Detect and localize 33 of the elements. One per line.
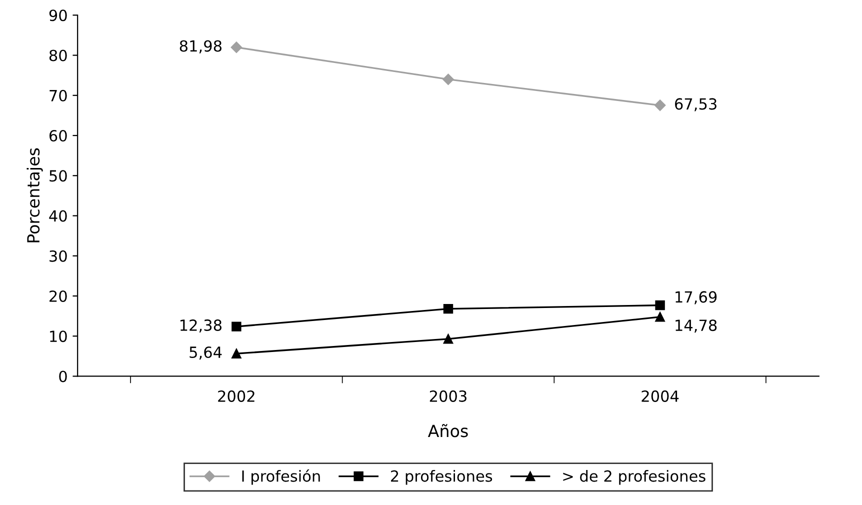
y-tick-label: 80 bbox=[49, 50, 67, 62]
x-tick-label: 2004 bbox=[642, 390, 679, 402]
data-label: 17,69 bbox=[676, 291, 717, 304]
y-tick-label: 60 bbox=[49, 130, 67, 142]
point bbox=[232, 322, 242, 332]
y-tick-label: 40 bbox=[49, 210, 67, 222]
y-tick-label: 70 bbox=[50, 90, 67, 102]
data-label: 5,64 bbox=[190, 346, 222, 360]
point bbox=[230, 42, 242, 53]
x-axis-title: Años bbox=[428, 424, 468, 438]
point bbox=[443, 304, 454, 314]
legend-label: I profesión bbox=[242, 469, 320, 485]
x-tick-label: 2003 bbox=[430, 390, 466, 402]
y-tick-label: 10 bbox=[50, 330, 67, 342]
data-label: 14,78 bbox=[676, 320, 717, 333]
data-label: 81,98 bbox=[180, 40, 222, 54]
y-tick-label: 50 bbox=[50, 170, 67, 182]
y-tick-label: 0 bbox=[59, 370, 67, 382]
y-tick-label: 20 bbox=[50, 290, 67, 302]
y-tick-label: 90 bbox=[49, 10, 67, 22]
point bbox=[655, 312, 665, 322]
y-axis-title: Porcentajes bbox=[26, 148, 43, 242]
point bbox=[654, 100, 666, 111]
y-tick-label: 30 bbox=[50, 250, 67, 262]
point bbox=[442, 74, 454, 85]
point bbox=[443, 334, 454, 344]
x-tick-label: 2002 bbox=[218, 390, 254, 402]
point bbox=[655, 300, 665, 310]
data-label: 67,53 bbox=[675, 98, 716, 112]
point bbox=[232, 348, 242, 358]
data-label: 12,38 bbox=[180, 319, 222, 333]
legend-label: 2 profesiones bbox=[391, 470, 492, 485]
legend-label: > de 2 profesiones bbox=[563, 470, 706, 485]
